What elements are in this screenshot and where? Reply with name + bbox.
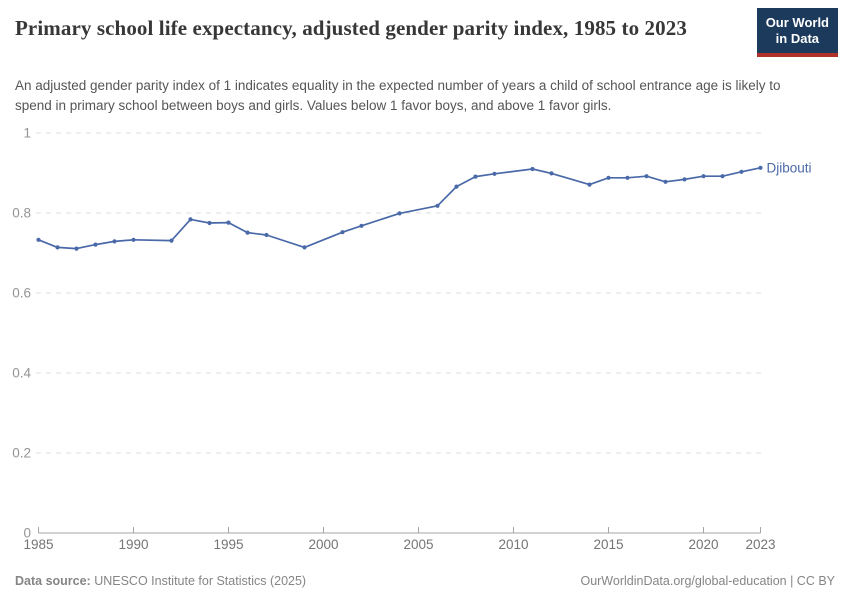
x-axis-tick-label: 2015	[593, 537, 623, 552]
x-axis-tick-label: 1990	[118, 537, 148, 552]
data-source-text: UNESCO Institute for Statistics (2025)	[90, 574, 307, 588]
data-point[interactable]	[435, 203, 440, 208]
data-point[interactable]	[169, 238, 174, 243]
data-point[interactable]	[606, 175, 611, 180]
data-point[interactable]	[74, 246, 79, 251]
data-point[interactable]	[625, 175, 630, 180]
y-axis-tick-label: 0	[23, 526, 31, 541]
data-point[interactable]	[549, 171, 554, 176]
data-point[interactable]	[397, 211, 402, 216]
owid-logo-line1: Our World	[765, 15, 829, 30]
data-source-label: Data source:	[15, 574, 91, 588]
data-point[interactable]	[758, 165, 763, 170]
y-axis-tick-label: 0.2	[12, 446, 31, 461]
data-point[interactable]	[188, 217, 193, 222]
data-point[interactable]	[36, 237, 41, 242]
x-axis-tick-label: 2005	[403, 537, 433, 552]
data-point[interactable]	[112, 239, 117, 244]
data-point[interactable]	[473, 174, 478, 179]
chart-subtitle: An adjusted gender parity index of 1 ind…	[15, 78, 781, 113]
x-axis-tick-label: 2020	[688, 537, 718, 552]
chart-footer: Data source: UNESCO Institute for Statis…	[15, 574, 835, 588]
data-point[interactable]	[682, 177, 687, 182]
x-axis-tick-label: 2023	[745, 537, 775, 552]
owid-logo-line2: in Data	[775, 31, 820, 47]
x-axis-tick-label: 2000	[308, 537, 338, 552]
data-point[interactable]	[340, 230, 345, 235]
data-point[interactable]	[131, 237, 136, 242]
y-axis-tick-label: 0.6	[12, 286, 31, 301]
x-axis-tick-label: 2010	[498, 537, 528, 552]
data-point[interactable]	[492, 171, 497, 176]
data-point[interactable]	[245, 230, 250, 235]
data-line[interactable]	[37, 166, 762, 250]
data-point[interactable]	[739, 169, 744, 174]
page-title: Primary school life expectancy, adjusted…	[15, 16, 687, 40]
x-axis-tick-label: 1985	[23, 537, 53, 552]
data-point[interactable]	[644, 174, 649, 179]
owid-url-license-link[interactable]: OurWorldinData.org/global-education | CC…	[580, 574, 835, 588]
data-point[interactable]	[302, 245, 307, 250]
data-point[interactable]	[663, 179, 668, 184]
series-end-label[interactable]: Djibouti	[767, 160, 812, 175]
data-point[interactable]	[264, 232, 269, 238]
data-point[interactable]	[93, 242, 98, 247]
data-point[interactable]	[207, 220, 212, 226]
y-axis-tick-label: 1	[23, 126, 31, 141]
owid-logo[interactable]: Our World in Data	[756, 8, 838, 57]
data-point[interactable]	[55, 245, 60, 250]
x-axis-tick-label: 1995	[213, 537, 243, 552]
y-axis-tick-label: 0.4	[12, 366, 31, 381]
data-point[interactable]	[359, 223, 364, 228]
data-point[interactable]	[226, 220, 231, 225]
y-axis-tick-label: 0.8	[12, 206, 31, 221]
data-point[interactable]	[720, 174, 725, 179]
data-point[interactable]	[587, 182, 592, 187]
data-point[interactable]	[530, 166, 535, 172]
data-source-note: Data source: UNESCO Institute for Statis…	[15, 574, 306, 588]
data-point[interactable]	[454, 184, 459, 189]
data-point[interactable]	[701, 174, 706, 179]
